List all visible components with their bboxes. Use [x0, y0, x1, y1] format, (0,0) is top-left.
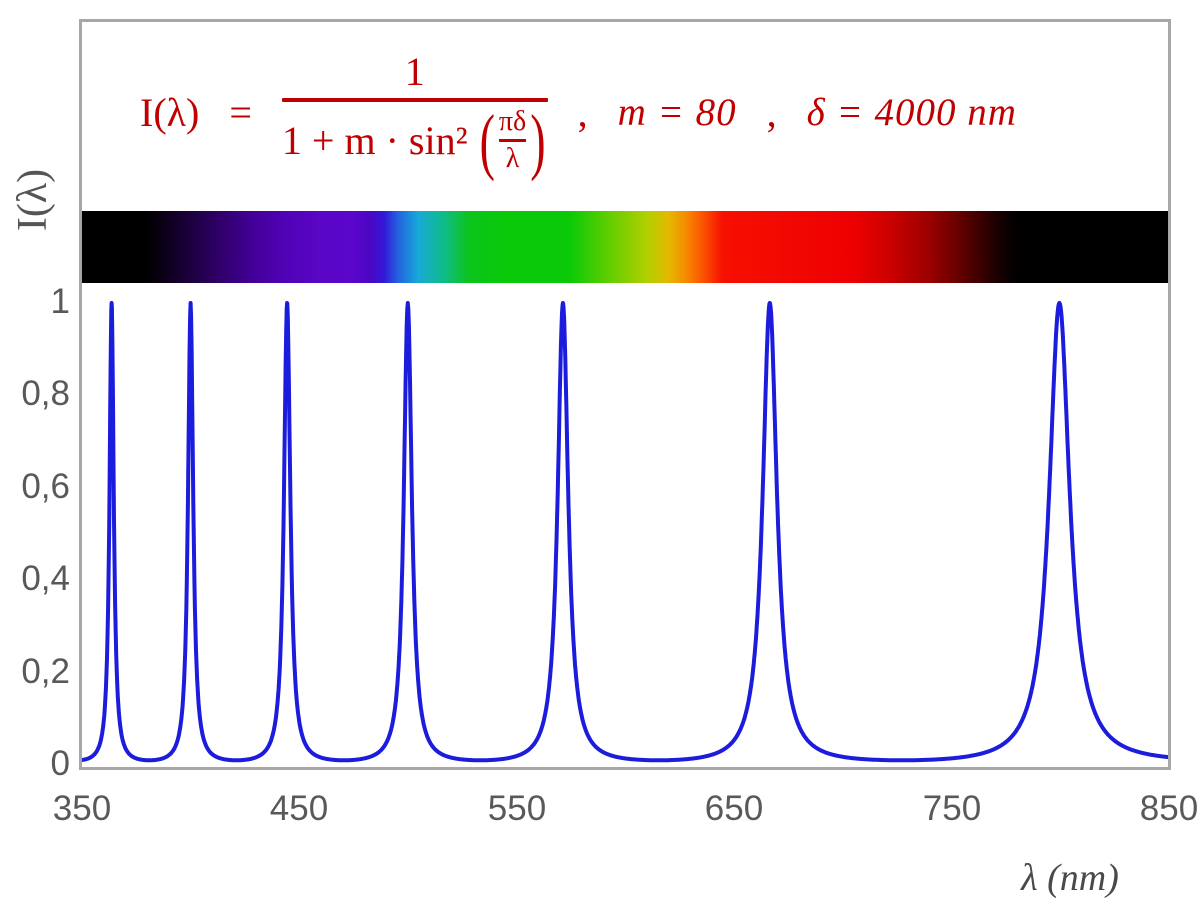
- intensity-curve: [82, 301, 1168, 763]
- fraction: 1 1 + m · sin² ( πδ λ ): [281, 49, 548, 177]
- x-tick: 850: [1139, 789, 1199, 828]
- denominator-text: 1 + m · sin²: [281, 118, 468, 163]
- param-m: m = 80: [617, 90, 737, 134]
- fraction-numerator: 1: [404, 49, 425, 94]
- formula-lhs: I(λ): [140, 89, 200, 135]
- y-tick: 0,4: [21, 559, 70, 598]
- inner-numerator: πδ: [498, 106, 527, 137]
- x-tick: 750: [922, 789, 982, 828]
- intensity-curve-plot: [82, 301, 1168, 763]
- x-tick: 350: [52, 789, 112, 828]
- open-paren: (: [479, 98, 495, 181]
- formula: I(λ) = 1 1 + m · sin² ( πδ λ ) , m = 80 …: [82, 28, 1168, 196]
- x-tick: 450: [269, 789, 329, 828]
- chart-frame: [79, 19, 1171, 770]
- fraction-denominator: 1 + m · sin² ( πδ λ ): [281, 102, 548, 177]
- y-tick: 0,8: [21, 374, 70, 413]
- y-tick: 0,2: [21, 652, 70, 691]
- inner-denominator: λ: [505, 143, 520, 174]
- y-tick: 1: [50, 282, 70, 321]
- inner-fraction-bar: [498, 139, 527, 142]
- x-tick: 650: [704, 789, 764, 828]
- y-tick: 0: [50, 744, 70, 783]
- inner-fraction: πδ λ: [498, 106, 527, 174]
- close-paren: ): [530, 98, 546, 181]
- param-delta: δ = 4000 nm: [806, 90, 1017, 134]
- spectrum-bar: [82, 211, 1168, 283]
- equals-sign: =: [229, 89, 252, 135]
- separator-comma: ,: [577, 89, 588, 135]
- x-tick: 550: [487, 789, 547, 828]
- fraction-bar: [281, 98, 548, 102]
- y-axis-title: I(λ): [10, 168, 56, 232]
- separator-comma: ,: [766, 89, 777, 135]
- y-tick: 0,6: [21, 467, 70, 506]
- x-axis-title: λ (nm): [1021, 857, 1119, 899]
